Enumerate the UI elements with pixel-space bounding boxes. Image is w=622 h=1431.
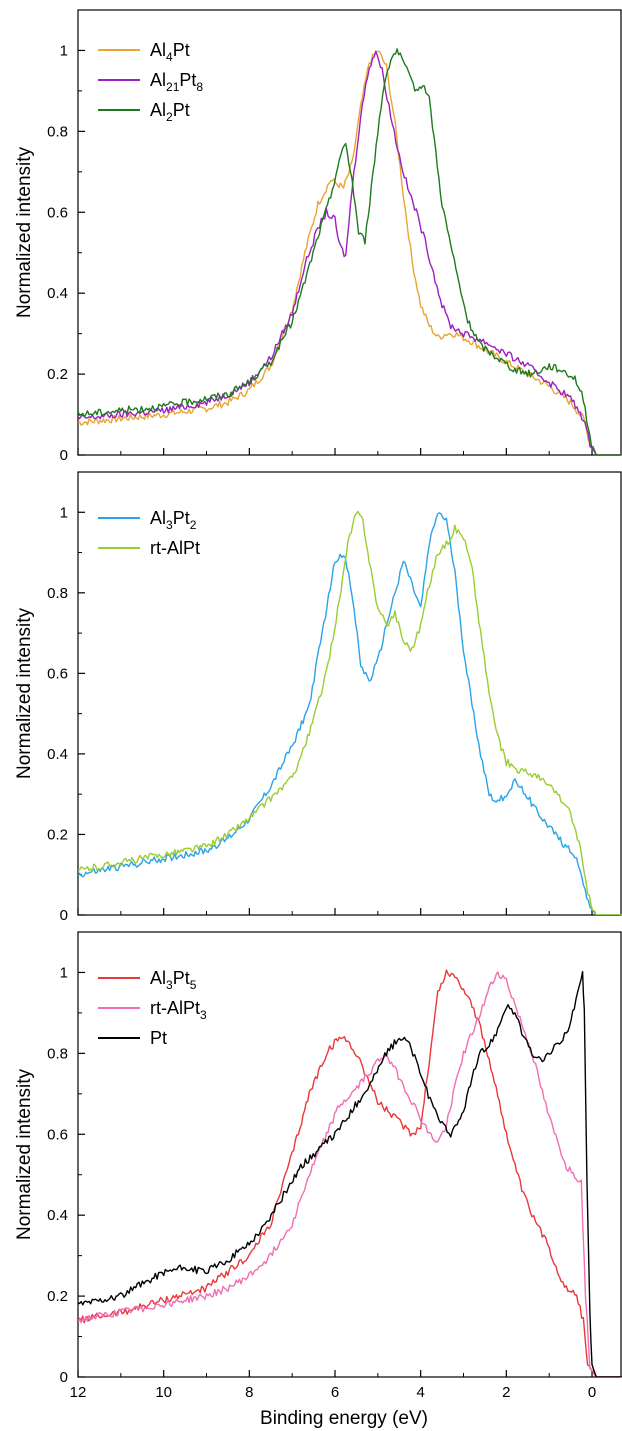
x-tick-label: 12 [70, 1384, 87, 1401]
x-axis-title: Binding energy (eV) [260, 1408, 428, 1429]
x-tick-label: 10 [155, 1384, 172, 1401]
series-group [78, 48, 622, 455]
y-tick-label: 0 [60, 447, 68, 464]
y-tick-label: 0.6 [47, 204, 68, 221]
y-tick-label: 0.2 [47, 1288, 68, 1305]
legend-label: Al21Pt8 [150, 70, 203, 94]
series-line-rt-AlPt [78, 510, 622, 915]
plot-frame [77, 471, 622, 916]
series-line-Al3Pt5 [78, 969, 622, 1377]
panel-middle: 0 0.2 0.4 0.6 0.8 1 Normalized intensity Al3Pt2… [14, 471, 622, 924]
y-axis-title: Normalized intensity [14, 607, 35, 779]
y-tick-label: 0.8 [47, 123, 68, 140]
legend-label: Al4Pt [150, 40, 190, 64]
plot-frame [77, 9, 622, 456]
panel-bottom: 0 0.2 0.4 0.6 0.8 1 12 10 8 6 4 2 0 Normalized intens… [14, 931, 622, 1401]
y-axis-title: Normalized intensity [14, 1068, 35, 1240]
panels: 0 0.2 0.4 0.6 0.8 1 Normalized intensity Al4Pt A… [14, 9, 622, 1401]
plot-frame [77, 931, 622, 1378]
y-tick-label: 0.6 [47, 1126, 68, 1143]
y-tick-label: 1 [60, 42, 68, 59]
y-tick-label: 0.2 [47, 366, 68, 383]
y-tick-label: 0.6 [47, 665, 68, 682]
y-tick-label: 0.4 [47, 746, 68, 763]
y-tick-label: 0.8 [47, 1045, 68, 1062]
y-tick-label: 1 [60, 964, 68, 981]
y-tick-label: 0 [60, 1369, 68, 1386]
series-group [78, 510, 622, 915]
series-group [78, 969, 622, 1377]
legend-label: Al3Pt2 [150, 508, 197, 532]
legend-label: rt-AlPt [150, 538, 200, 558]
series-line-Pt [78, 970, 622, 1377]
legend-label: Al2Pt [150, 100, 190, 124]
legend-label: rt-AlPt3 [150, 998, 207, 1022]
panel-top: 0 0.2 0.4 0.6 0.8 1 Normalized intensity Al4Pt A… [14, 9, 622, 464]
y-tick-label: 0.8 [47, 585, 68, 602]
x-tick-label: 0 [588, 1384, 596, 1401]
y-tick-label: 0 [60, 907, 68, 924]
y-axis-title: Normalized intensity [14, 146, 35, 318]
series-line-Al2Pt [78, 48, 622, 455]
legend-label: Pt [150, 1028, 167, 1048]
y-tick-label: 0.4 [47, 1207, 68, 1224]
y-tick-label: 0.4 [47, 285, 68, 302]
x-tick-label: 2 [502, 1384, 510, 1401]
x-tick-label: 4 [417, 1384, 425, 1401]
series-line-Al3Pt2 [78, 512, 622, 915]
series-line-Al21Pt8 [78, 50, 622, 455]
y-tick-label: 0.2 [47, 826, 68, 843]
legend-label: Al3Pt5 [150, 968, 197, 992]
x-tick-label: 6 [331, 1384, 339, 1401]
y-tick-label: 1 [60, 504, 68, 521]
x-tick-label: 8 [245, 1384, 253, 1401]
